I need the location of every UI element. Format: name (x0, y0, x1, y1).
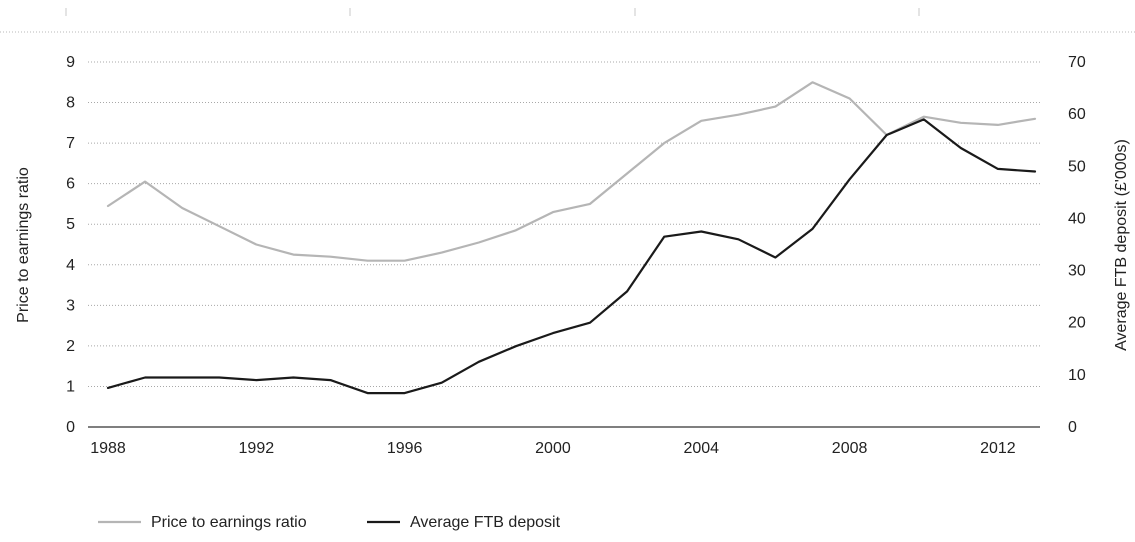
right-axis-tick: 20 (1068, 315, 1086, 332)
right-axis-tick: 30 (1068, 263, 1086, 280)
x-axis-tick: 1996 (387, 440, 423, 457)
x-axis-tick: 1992 (239, 440, 275, 457)
series-line-ftb-deposit (106, 118, 1037, 395)
x-axis-tick: 2012 (980, 440, 1016, 457)
right-axis-title: Average FTB deposit (£'000s) (1113, 139, 1130, 351)
x-axis-tick: 2008 (832, 440, 868, 457)
x-axis-tick: 1988 (90, 440, 126, 457)
left-axis-tick: 2 (66, 338, 75, 355)
x-axis-tick-labels: 1988 1992 1996 2000 2004 2008 2012 (90, 440, 1016, 457)
right-axis-tick: 70 (1068, 54, 1086, 71)
left-axis-tick-labels: 0 1 2 3 4 5 6 7 8 9 (66, 54, 75, 436)
series-lines (106, 81, 1037, 395)
left-axis-title: Price to earnings ratio (15, 167, 32, 323)
legend-label-pe-ratio: Price to earnings ratio (151, 514, 307, 531)
left-axis-tick: 8 (66, 95, 75, 112)
left-axis-tick: 1 (66, 378, 75, 395)
right-axis-tick: 50 (1068, 158, 1086, 175)
right-axis-tick: 0 (1068, 419, 1077, 436)
series-line-pe-ratio (106, 81, 1037, 262)
left-axis-tick: 5 (66, 216, 75, 233)
right-axis-tick: 40 (1068, 210, 1086, 227)
legend-label-ftb-deposit: Average FTB deposit (410, 514, 561, 531)
left-axis-tick: 4 (66, 257, 75, 274)
right-axis-tick: 10 (1068, 367, 1086, 384)
left-axis-tick: 0 (66, 419, 75, 436)
x-axis-tick: 2004 (683, 440, 719, 457)
left-axis-tick: 7 (66, 135, 75, 152)
gridlines (88, 61, 1040, 387)
left-axis-tick: 9 (66, 54, 75, 71)
top-separator (0, 8, 1135, 33)
x-axis-tick: 2000 (535, 440, 571, 457)
right-axis-tick: 60 (1068, 106, 1086, 123)
legend: Price to earnings ratio Average FTB depo… (98, 514, 561, 531)
left-axis-tick: 6 (66, 176, 75, 193)
left-axis-tick: 3 (66, 297, 75, 314)
right-axis-tick-labels: 0 10 20 30 40 50 60 70 (1068, 54, 1086, 436)
